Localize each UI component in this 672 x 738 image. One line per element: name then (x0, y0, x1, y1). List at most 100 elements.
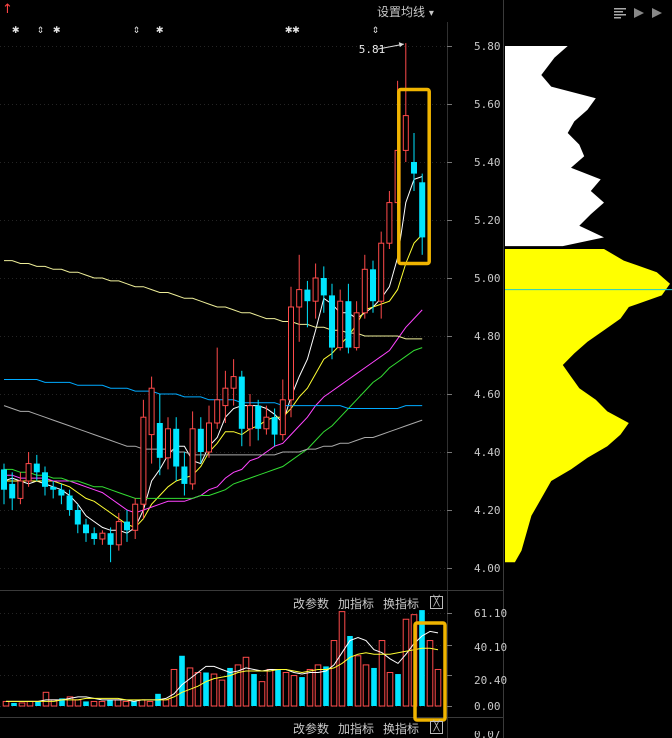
price-tick-label: 5.20 (474, 214, 501, 227)
candle (17, 472, 24, 505)
candle-body (337, 300, 344, 349)
volume-bar (170, 668, 178, 707)
candle (222, 370, 229, 423)
candle-body (58, 489, 65, 496)
candle-body (247, 405, 253, 430)
set-ma-button[interactable]: 设置均线 ▾ (377, 3, 434, 20)
volume-bar (26, 700, 34, 707)
volume-bar (2, 700, 10, 707)
candle-body (386, 202, 393, 244)
candle-body (320, 278, 327, 296)
candle (58, 483, 65, 505)
volume-bar (306, 668, 314, 707)
volume-tick-label: 20.40 (474, 674, 508, 687)
moving-average-lines (3, 176, 423, 534)
add-indicator-button[interactable]: 加指标 (338, 722, 375, 736)
triangle-right-icon[interactable] (651, 4, 663, 18)
volume-bar (114, 699, 122, 707)
high-annotation: 5.81 (359, 42, 404, 56)
candle (25, 452, 32, 487)
candle-body (279, 399, 286, 436)
candle-body (99, 532, 106, 540)
volume-tick-label: 61.10 (474, 607, 508, 620)
add-indicator-button[interactable]: 加指标 (338, 597, 375, 611)
event-marker[interactable]: ⇕ (133, 22, 141, 36)
volume-bar (186, 667, 194, 707)
candle (42, 466, 48, 496)
volume-bar (90, 700, 98, 707)
close-icon[interactable]: ╳ (430, 596, 443, 609)
candle (304, 280, 311, 328)
volume-bar (395, 674, 401, 706)
candle (320, 266, 327, 313)
candle-body (238, 376, 245, 429)
volume-bar (234, 664, 242, 707)
candle-body (42, 472, 48, 487)
chip-list-icon[interactable] (614, 4, 628, 19)
event-marker[interactable]: ✱ (12, 22, 20, 36)
candle (329, 283, 335, 360)
candle (132, 498, 139, 539)
candle (1, 463, 7, 505)
candlestick-series (1, 43, 426, 563)
candle (99, 530, 106, 545)
candle-body (288, 306, 294, 401)
candle-body (132, 503, 139, 531)
candle (107, 527, 114, 563)
volume-bar (66, 696, 74, 707)
event-marker[interactable]: ✱ (156, 22, 164, 36)
candle (263, 405, 270, 435)
volume-bar (338, 611, 346, 707)
volume-bar (426, 640, 434, 707)
volume-bar (299, 677, 305, 706)
candle (361, 254, 368, 319)
volume-bar (138, 699, 146, 707)
volume-bar (83, 701, 89, 706)
volume-bar (419, 610, 425, 706)
close-icon[interactable]: ╳ (430, 721, 443, 734)
volume-bar (314, 664, 322, 707)
up-arrow-icon: ↑ (2, 2, 13, 17)
candle (206, 405, 212, 458)
volume-bar (251, 674, 257, 706)
event-marker[interactable]: ⇕ (372, 22, 380, 36)
change-params-button[interactable]: 改参数 (293, 597, 330, 611)
annotation-arrowhead (398, 42, 404, 48)
volume-bar (266, 668, 274, 707)
candle-body (230, 376, 237, 389)
candle (173, 417, 180, 481)
price-tick-label: 4.80 (474, 330, 501, 343)
candle (378, 231, 385, 319)
ma-line-ma10 (4, 234, 423, 528)
volume-tick-label: 40.10 (474, 641, 508, 654)
set-ma-label: 设置均线 (377, 5, 426, 19)
event-marker[interactable]: ✱✱ (285, 22, 300, 36)
volume-bar (290, 675, 298, 707)
volume-bar (434, 668, 442, 707)
candle-body (107, 533, 114, 545)
triangle-right-icon[interactable] (633, 4, 645, 18)
candle (386, 191, 393, 249)
annotation-label: 5.81 (359, 43, 386, 56)
volume-bar (242, 656, 250, 707)
event-marker[interactable]: ⇕ (37, 22, 45, 36)
volume-bar (203, 672, 209, 706)
switch-indicator-button[interactable]: 换指标 (383, 722, 420, 736)
volume-bar (122, 700, 130, 707)
candle-body (17, 480, 24, 499)
ma-line-ma20 (4, 309, 423, 514)
event-marker[interactable]: ✱ (53, 22, 61, 36)
volume-bar (330, 640, 338, 707)
switch-indicator-button[interactable]: 换指标 (383, 597, 420, 611)
price-tick-label: 5.00 (474, 272, 501, 285)
candle-body (296, 289, 303, 308)
candle (140, 399, 147, 519)
change-params-button[interactable]: 改参数 (293, 722, 330, 736)
candle (74, 504, 81, 534)
candle-body (91, 533, 98, 539)
candle-body (304, 289, 311, 302)
volume-bar (194, 672, 202, 707)
volume-bar (371, 667, 377, 706)
candle (124, 510, 130, 542)
candle (156, 394, 163, 476)
